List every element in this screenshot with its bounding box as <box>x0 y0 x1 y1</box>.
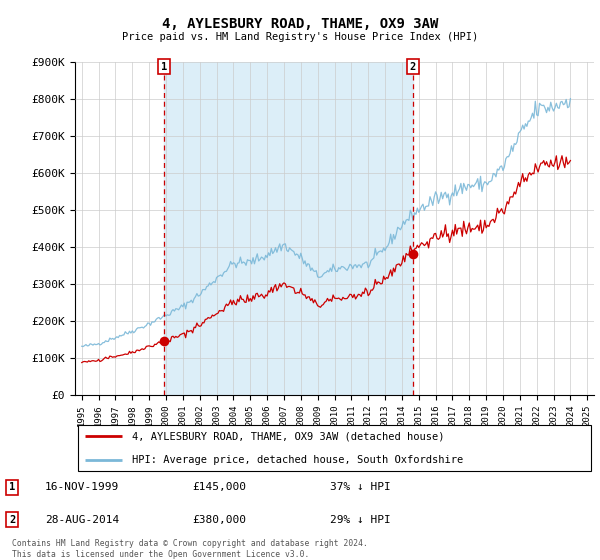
Text: Contains HM Land Registry data © Crown copyright and database right 2024.
This d: Contains HM Land Registry data © Crown c… <box>12 539 368 559</box>
Text: 4, AYLESBURY ROAD, THAME, OX9 3AW: 4, AYLESBURY ROAD, THAME, OX9 3AW <box>162 17 438 31</box>
Text: HPI: Average price, detached house, South Oxfordshire: HPI: Average price, detached house, Sout… <box>132 455 463 465</box>
Text: 1: 1 <box>161 62 167 72</box>
Text: 16-NOV-1999: 16-NOV-1999 <box>45 482 119 492</box>
Text: 4, AYLESBURY ROAD, THAME, OX9 3AW (detached house): 4, AYLESBURY ROAD, THAME, OX9 3AW (detac… <box>132 431 445 441</box>
Text: 37% ↓ HPI: 37% ↓ HPI <box>330 482 391 492</box>
Text: Price paid vs. HM Land Registry's House Price Index (HPI): Price paid vs. HM Land Registry's House … <box>122 32 478 43</box>
Text: 28-AUG-2014: 28-AUG-2014 <box>45 515 119 525</box>
Text: £145,000: £145,000 <box>192 482 246 492</box>
Bar <box>164 62 413 395</box>
FancyBboxPatch shape <box>77 426 592 470</box>
Text: 29% ↓ HPI: 29% ↓ HPI <box>330 515 391 525</box>
Text: 1: 1 <box>9 482 15 492</box>
Text: 2: 2 <box>410 62 416 72</box>
Text: £380,000: £380,000 <box>192 515 246 525</box>
Text: 2: 2 <box>9 515 15 525</box>
